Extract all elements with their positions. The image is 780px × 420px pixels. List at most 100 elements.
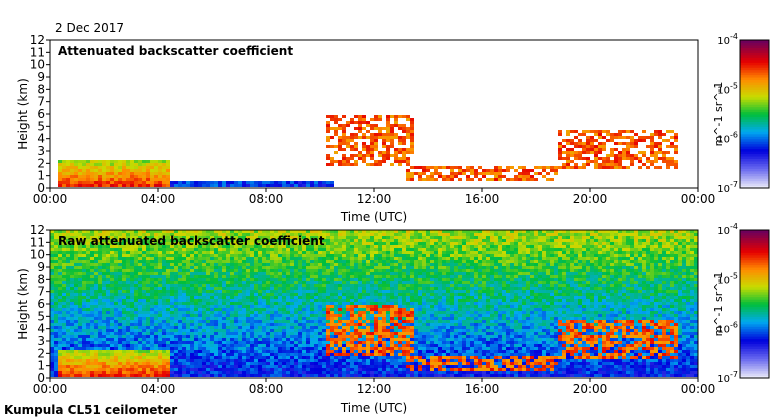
heatmap-cell <box>326 245 330 248</box>
heatmap-cell <box>322 368 326 371</box>
heatmap-cell <box>198 362 202 365</box>
heatmap-cell <box>294 314 298 317</box>
heatmap-cell <box>238 184 242 187</box>
heatmap-cell <box>234 338 238 341</box>
heatmap-cell <box>586 163 590 166</box>
heatmap-cell <box>326 305 330 308</box>
heatmap-cell <box>218 302 222 305</box>
heatmap-cell <box>314 287 318 290</box>
heatmap-cell <box>322 281 326 284</box>
heatmap-cell <box>154 371 158 374</box>
heatmap-cell <box>350 284 354 287</box>
heatmap-cell <box>258 365 262 368</box>
colorbar-swatch <box>740 104 769 108</box>
heatmap-cell <box>142 281 146 284</box>
heatmap-cell <box>58 305 62 308</box>
heatmap-cell <box>482 175 486 178</box>
heatmap-cell <box>82 266 86 269</box>
heatmap-cell <box>126 248 130 251</box>
heatmap-cell <box>346 281 350 284</box>
heatmap-cell <box>346 121 350 124</box>
heatmap-cell <box>130 169 134 172</box>
heatmap-cell <box>290 347 294 350</box>
heatmap-cell <box>410 172 414 175</box>
heatmap-cell <box>278 233 282 236</box>
heatmap-cell <box>198 281 202 284</box>
heatmap-cell <box>190 296 194 299</box>
heatmap-cell <box>298 332 302 335</box>
heatmap-cell <box>326 332 330 335</box>
heatmap-cell <box>186 245 190 248</box>
heatmap-cell <box>306 326 310 329</box>
heatmap-cell <box>250 317 254 320</box>
heatmap-cell <box>354 257 358 260</box>
heatmap-cell <box>118 362 122 365</box>
heatmap-cell <box>106 290 110 293</box>
heatmap-cell <box>82 254 86 257</box>
heatmap-cell <box>598 151 602 154</box>
heatmap-cell <box>234 344 238 347</box>
heatmap-cell <box>182 305 186 308</box>
heatmap-cell <box>310 269 314 272</box>
heatmap-cell <box>310 332 314 335</box>
heatmap-cell <box>110 245 114 248</box>
heatmap-cell <box>218 374 222 377</box>
heatmap-cell <box>278 239 282 242</box>
colorbar-swatch <box>740 183 769 187</box>
heatmap-cell <box>74 356 78 359</box>
heatmap-cell <box>158 305 162 308</box>
heatmap-cell <box>578 139 582 142</box>
heatmap-cell <box>142 308 146 311</box>
heatmap-cell <box>246 275 250 278</box>
heatmap-cell <box>122 302 126 305</box>
heatmap-cell <box>354 326 358 329</box>
heatmap-cell <box>234 362 238 365</box>
heatmap-cell <box>194 314 198 317</box>
heatmap-cell <box>154 365 158 368</box>
heatmap-cell <box>190 239 194 242</box>
heatmap-cell <box>282 305 286 308</box>
heatmap-cell <box>74 272 78 275</box>
heatmap-cell <box>266 350 270 353</box>
heatmap-cell <box>238 320 242 323</box>
heatmap-cell <box>242 362 246 365</box>
heatmap-cell <box>274 341 278 344</box>
heatmap-cell <box>258 338 262 341</box>
heatmap-cell <box>102 284 106 287</box>
heatmap-cell <box>106 314 110 317</box>
heatmap-cell <box>58 344 62 347</box>
heatmap-cell <box>238 296 242 299</box>
heatmap-cell <box>506 178 510 181</box>
heatmap-cell <box>66 260 70 263</box>
heatmap-cell <box>170 371 174 374</box>
heatmap-cell <box>74 335 78 338</box>
heatmap-cell <box>178 284 182 287</box>
heatmap-cell <box>598 130 602 133</box>
heatmap-cell <box>130 356 134 359</box>
heatmap-cell <box>198 296 202 299</box>
heatmap-cell <box>270 359 274 362</box>
heatmap-cell <box>178 233 182 236</box>
heatmap-cell <box>86 245 90 248</box>
heatmap-cell <box>290 245 294 248</box>
heatmap-cell <box>226 269 230 272</box>
heatmap-cell <box>270 341 274 344</box>
heatmap-cell <box>270 326 274 329</box>
heatmap-cell <box>194 326 198 329</box>
heatmap-cell <box>182 245 186 248</box>
heatmap-cell <box>334 344 338 347</box>
heatmap-cell <box>74 248 78 251</box>
colorbar-swatch <box>740 67 769 71</box>
heatmap-cell <box>134 257 138 260</box>
heatmap-cell <box>58 314 62 317</box>
heatmap-cell <box>246 236 250 239</box>
heatmap-cell <box>366 145 370 148</box>
heatmap-cell <box>602 160 606 163</box>
heatmap-cell <box>342 284 346 287</box>
heatmap-cell <box>182 239 186 242</box>
heatmap-cell <box>278 374 282 377</box>
heatmap-cell <box>326 236 330 239</box>
heatmap-cell <box>294 365 298 368</box>
heatmap-cell <box>350 338 354 341</box>
heatmap-cell <box>306 341 310 344</box>
